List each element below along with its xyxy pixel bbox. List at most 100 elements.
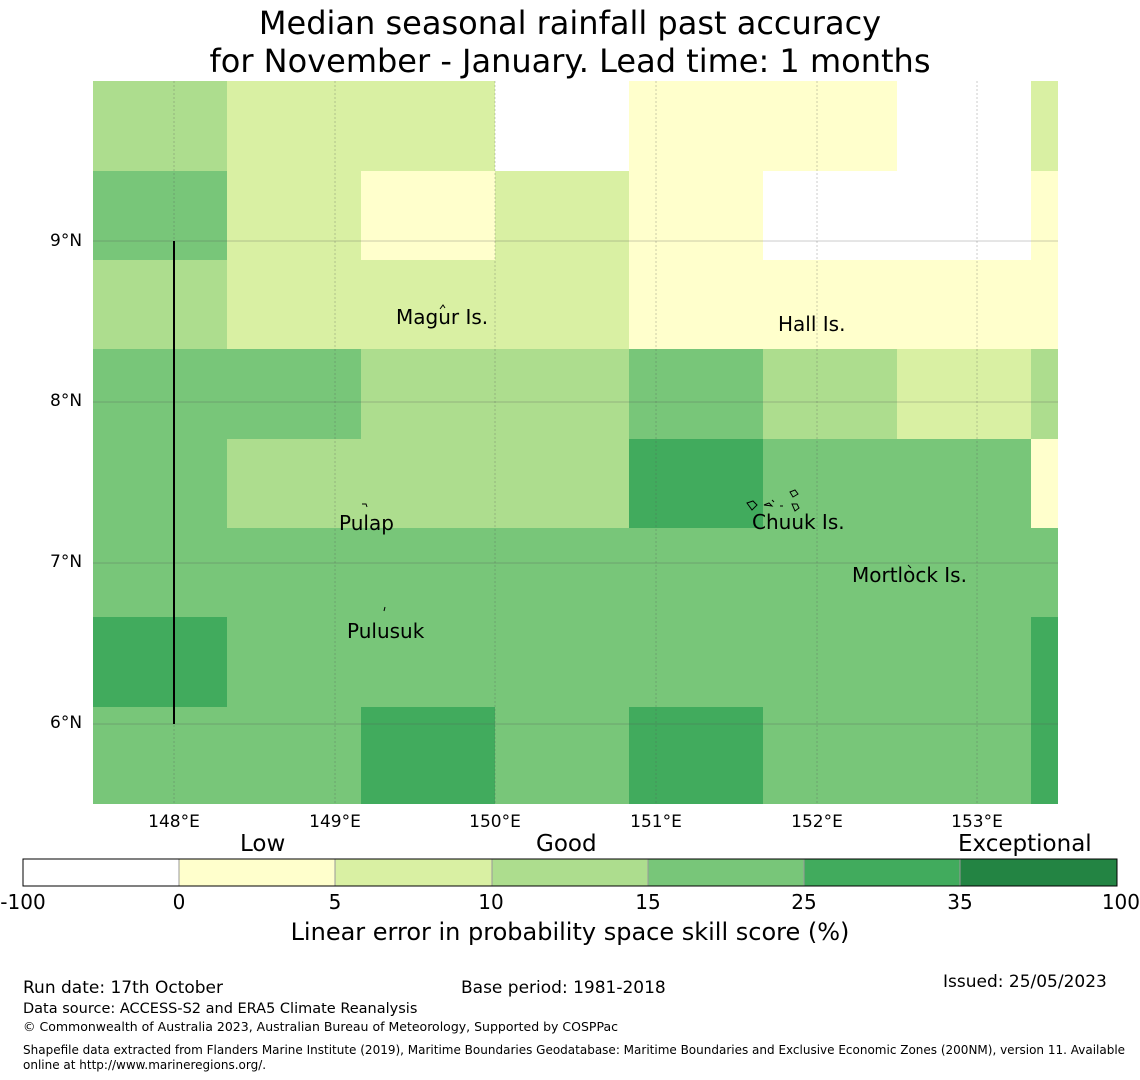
- grid-cell: [361, 81, 495, 171]
- legend-category-good: Good: [536, 831, 597, 857]
- lat-label-7n: 7°N: [50, 552, 83, 572]
- grid-cell: [93, 260, 227, 349]
- grid-cell: [361, 707, 495, 804]
- grid-cell: [227, 528, 361, 617]
- grid-cell: [361, 171, 495, 260]
- grid-cell: [763, 528, 897, 617]
- grid-cell: [763, 171, 897, 260]
- grid-cell: [897, 349, 1031, 439]
- lon-label-148e: 148°E: [148, 812, 200, 832]
- place-label-mortlock: Mortlock Is.: [852, 563, 967, 587]
- chart-title-line-1: Median seasonal rainfall past accuracy: [258, 4, 882, 42]
- grid-cell: [763, 439, 897, 528]
- grid-cell: [361, 260, 495, 349]
- grid-cell: [629, 439, 763, 528]
- grid-cell: [227, 260, 361, 349]
- graticule: [93, 81, 1058, 804]
- colorbar-swatch: [178, 858, 336, 887]
- grid-cell: [495, 81, 629, 171]
- place-label-hall: Hall Is.: [778, 312, 846, 336]
- legend-category-low: Low: [240, 831, 286, 857]
- grid-cell: [1031, 171, 1058, 260]
- colorbar-tick: 15: [635, 890, 661, 914]
- lon-label-151e: 151°E: [630, 812, 682, 832]
- data-source: Data source: ACCESS-S2 and ERA5 Climate …: [23, 1001, 418, 1017]
- grid-cell: [227, 707, 361, 804]
- grid-cell: [495, 707, 629, 804]
- grid-cell: [93, 81, 227, 171]
- grid-cell: [629, 349, 763, 439]
- colorbar-tick: 35: [947, 890, 973, 914]
- grid-cell: [763, 260, 897, 349]
- lon-label-150e: 150°E: [469, 812, 521, 832]
- place-label-magur: Magur Is.: [396, 305, 489, 329]
- copyright: © Commonwealth of Australia 2023, Austra…: [23, 1019, 618, 1034]
- colorbar-swatch: [803, 858, 961, 887]
- colorbar-label: Linear error in probability space skill …: [290, 918, 850, 946]
- grid-cell: [897, 439, 1031, 528]
- shapefile-credit-line-2: online at http://www.marineregions.org/.: [23, 1058, 267, 1072]
- place-label-pulusuk: Pulusuk: [347, 619, 425, 643]
- lon-label-152e: 152°E: [791, 812, 843, 832]
- grid-cell: [629, 171, 763, 260]
- grid-cell: [93, 528, 227, 617]
- grid-cell: [495, 260, 629, 349]
- grid-cell: [495, 171, 629, 260]
- grid-cell: [1031, 260, 1058, 349]
- colorbar-swatch: [22, 858, 180, 887]
- shapefile-credit-line-1: Shapefile data extracted from Flanders M…: [23, 1043, 1126, 1057]
- grid-cell: [1031, 349, 1058, 439]
- grid-cell: [629, 617, 763, 707]
- grid-cell: [897, 260, 1031, 349]
- colorbar-tick: 5: [328, 890, 342, 914]
- grid-cell: [897, 707, 1031, 804]
- grid-cell: [629, 81, 763, 171]
- grid-cell: [1031, 707, 1058, 804]
- colorbar-swatch: [491, 858, 649, 887]
- colorbar-tick: 0: [172, 890, 186, 914]
- lon-label-153e: 153°E: [951, 812, 1003, 832]
- colorbar: [22, 858, 1118, 887]
- grid-cell: [93, 439, 227, 528]
- grid-cell: [897, 171, 1031, 260]
- grid-cell: [763, 349, 897, 439]
- grid-cell: [763, 81, 897, 171]
- place-label-chuuk: Chuuk Is.: [752, 510, 845, 534]
- grid-cell: [629, 528, 763, 617]
- grid-cell: [763, 707, 897, 804]
- chart-title-line-2: for November - January. Lead time: 1 mon…: [209, 42, 931, 80]
- run-date: Run date: 17th October: [23, 978, 223, 998]
- grid-cell: [495, 617, 629, 707]
- grid-cell: [1031, 439, 1058, 528]
- grid-cell: [763, 617, 897, 707]
- colorbar-tick: 100: [1101, 890, 1140, 914]
- grid-cell: [361, 349, 495, 439]
- island-outlines: [362, 304, 912, 612]
- grid-cell: [897, 617, 1031, 707]
- grid-cell: [93, 617, 227, 707]
- grid-cell: [629, 260, 763, 349]
- colorbar-tick: 25: [791, 890, 817, 914]
- grid-cell: [629, 707, 763, 804]
- lat-label-8n: 8°N: [50, 391, 83, 411]
- legend-category-exceptional: Exceptional: [958, 831, 1092, 857]
- grid-cell: [361, 439, 495, 528]
- grid-cell: [227, 81, 361, 171]
- grid-cell: [227, 349, 361, 439]
- place-label-pulap: Pulap: [339, 511, 394, 535]
- grid-cell: [1031, 528, 1058, 617]
- grid-cell: [897, 81, 1031, 171]
- colorbar-tick: -100: [0, 890, 46, 914]
- grid-cell: [495, 528, 629, 617]
- grid-cell: [227, 171, 361, 260]
- grid-cell: [227, 617, 361, 707]
- grid-cell: [897, 528, 1031, 617]
- grid-cell: [1031, 617, 1058, 707]
- base-period: Base period: 1981-2018: [461, 978, 666, 998]
- colorbar-swatch: [647, 858, 805, 887]
- lon-label-149e: 149°E: [309, 812, 361, 832]
- grid-cell: [227, 439, 361, 528]
- grid-cell: [361, 617, 495, 707]
- issued-date: Issued: 25/05/2023: [943, 972, 1107, 992]
